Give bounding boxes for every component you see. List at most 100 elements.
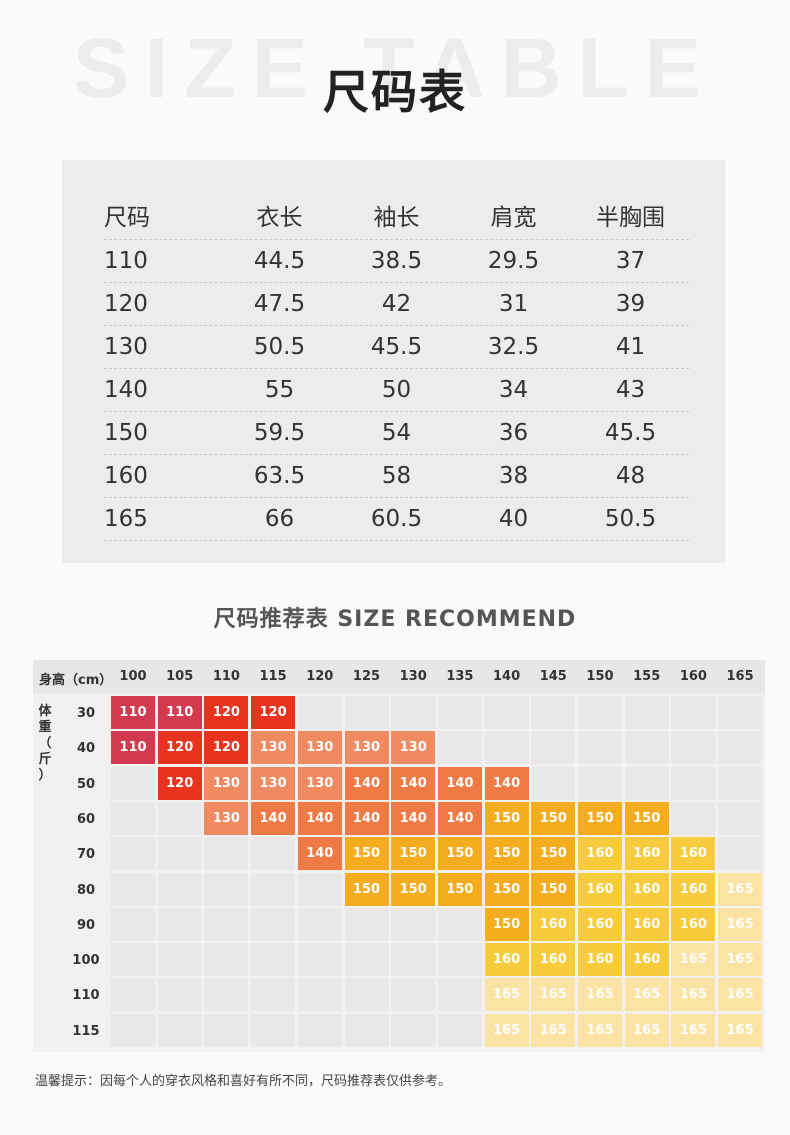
size-table-header: 尺码 衣长 袖长 肩宽 半胸围 (104, 190, 689, 240)
grid-cell (344, 696, 389, 729)
grid-cell (718, 766, 763, 800)
grid-cell (531, 766, 576, 800)
grid-cell: 165 (484, 1013, 529, 1047)
grid-cell: 165 (624, 978, 669, 1012)
size-table-cell: 50 (381, 377, 412, 403)
grid-cell (157, 978, 202, 1012)
size-table-cell: 60.5 (370, 506, 423, 532)
size-table-row: 165 66 60.5 40 50.5 (104, 498, 689, 541)
grid-cell: 140 (344, 766, 389, 800)
height-tick: 140 (493, 669, 521, 684)
grid-cell (437, 978, 482, 1012)
grid-cell (157, 907, 202, 941)
size-table-column-header: 袖长 (373, 204, 420, 231)
height-tick: 115 (259, 669, 287, 684)
grid-cell: 160 (578, 837, 622, 871)
grid-cell: 110 (157, 696, 202, 729)
grid-cell (671, 696, 716, 729)
size-table-cell: 50.5 (253, 334, 306, 360)
weight-tick: 100 (72, 953, 100, 969)
grid-cell: 130 (297, 731, 342, 765)
height-tick: 135 (446, 669, 474, 684)
grid-cell: 150 (531, 872, 576, 906)
size-table-cell: 63.5 (253, 463, 306, 489)
recommend-title: 尺码推荐表 SIZE RECOMMEND (213, 607, 577, 632)
grid-cell (251, 978, 296, 1012)
grid-cell (624, 731, 669, 765)
grid-cell (111, 1013, 155, 1047)
size-table-cell: 37 (615, 248, 646, 274)
grid-cell (437, 907, 482, 941)
grid-cell (531, 696, 576, 729)
grid-cell: 150 (344, 837, 389, 871)
grid-cell (157, 837, 202, 871)
size-table-cell: 38.5 (370, 248, 423, 274)
grid-cell (718, 801, 763, 835)
size-table-cell: 32.5 (487, 334, 540, 360)
height-tick: 130 (399, 669, 427, 684)
grid-cell (718, 837, 763, 871)
grid-cell: 150 (484, 907, 529, 941)
grid-cell (157, 1013, 202, 1047)
grid-cell (484, 731, 529, 765)
grid-cell: 160 (578, 872, 622, 906)
size-table-cell: 36 (498, 420, 529, 446)
background-watermark-title: SIZE TABLE (73, 21, 717, 115)
size-table-cell: 160 (104, 463, 148, 489)
grid-cell: 140 (391, 801, 436, 835)
size-table-cell: 31 (498, 291, 529, 317)
grid-cell (437, 696, 482, 729)
size-table-cell: 54 (381, 420, 412, 446)
size-table-cell: 34 (498, 377, 529, 403)
grid-cell (344, 1013, 389, 1047)
grid-cell (251, 943, 296, 977)
grid-cell: 160 (671, 872, 716, 906)
grid-cell (391, 696, 436, 729)
grid-cell (297, 872, 342, 906)
grid-cell (344, 943, 389, 977)
size-table-panel: 尺码 衣长 袖长 肩宽 半胸围 110 44.5 38.5 29.5 37 120 47.5 42 31 3… (62, 160, 725, 563)
grid-cell (391, 943, 436, 977)
grid-cell: 165 (578, 1013, 622, 1047)
height-tick: 155 (633, 669, 661, 684)
height-tick: 145 (539, 669, 567, 684)
grid-cell: 165 (531, 978, 576, 1012)
grid-cell (718, 696, 763, 729)
weight-tick: 70 (76, 847, 96, 863)
size-table-cell: 165 (104, 506, 148, 532)
grid-cell: 165 (578, 978, 622, 1012)
grid-cell: 165 (624, 1013, 669, 1047)
grid-cell (251, 907, 296, 941)
grid-cell (297, 943, 342, 977)
grid-cell: 110 (111, 731, 155, 765)
weight-tick: 50 (76, 776, 96, 792)
height-tick: 110 (212, 669, 240, 684)
grid-cell (111, 801, 155, 835)
grid-cell: 160 (624, 837, 669, 871)
grid-cell (391, 978, 436, 1012)
grid-cell: 165 (718, 943, 763, 977)
grid-cell: 110 (111, 696, 155, 729)
grid-cell (297, 907, 342, 941)
height-axis-label: 身高（cm） (39, 673, 113, 688)
size-table-cell: 58 (381, 463, 412, 489)
grid-cell (111, 943, 155, 977)
size-table-row: 150 59.5 54 36 45.5 (104, 412, 689, 455)
size-table-cell: 45.5 (370, 334, 423, 360)
size-table-cell: 29.5 (487, 248, 540, 274)
size-table-cell: 43 (615, 377, 646, 403)
grid-cell (624, 766, 669, 800)
height-tick: 165 (726, 669, 754, 684)
grid-cell (251, 1013, 296, 1047)
grid-cell (251, 837, 296, 871)
grid-cell (578, 696, 622, 729)
grid-cell: 165 (718, 978, 763, 1012)
grid-cell (157, 801, 202, 835)
height-tick: 125 (352, 669, 381, 684)
size-table: 尺码 衣长 袖长 肩宽 半胸围 110 44.5 38.5 29.5 37 120 47.5 42 31 3… (104, 190, 689, 541)
grid-cell: 160 (531, 943, 576, 977)
weight-tick: 110 (72, 988, 100, 1004)
grid-cell (437, 731, 482, 765)
grid-cell (391, 1013, 436, 1047)
grid-cell: 160 (671, 837, 716, 871)
